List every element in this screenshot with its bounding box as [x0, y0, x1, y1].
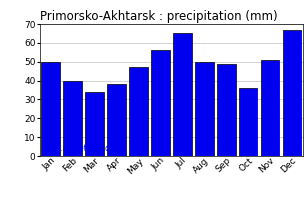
Bar: [283, 30, 301, 156]
Bar: [151, 50, 170, 156]
Bar: [85, 92, 104, 156]
Bar: [261, 60, 279, 156]
Bar: [239, 88, 257, 156]
Text: www.allmetsat.com: www.allmetsat.com: [43, 144, 118, 153]
Bar: [63, 81, 82, 156]
Text: Primorsko-Akhtarsk : precipitation (mm): Primorsko-Akhtarsk : precipitation (mm): [40, 10, 278, 23]
Bar: [217, 64, 236, 156]
Bar: [107, 84, 126, 156]
Bar: [129, 67, 148, 156]
Bar: [173, 33, 192, 156]
Bar: [195, 62, 214, 156]
Bar: [41, 62, 60, 156]
